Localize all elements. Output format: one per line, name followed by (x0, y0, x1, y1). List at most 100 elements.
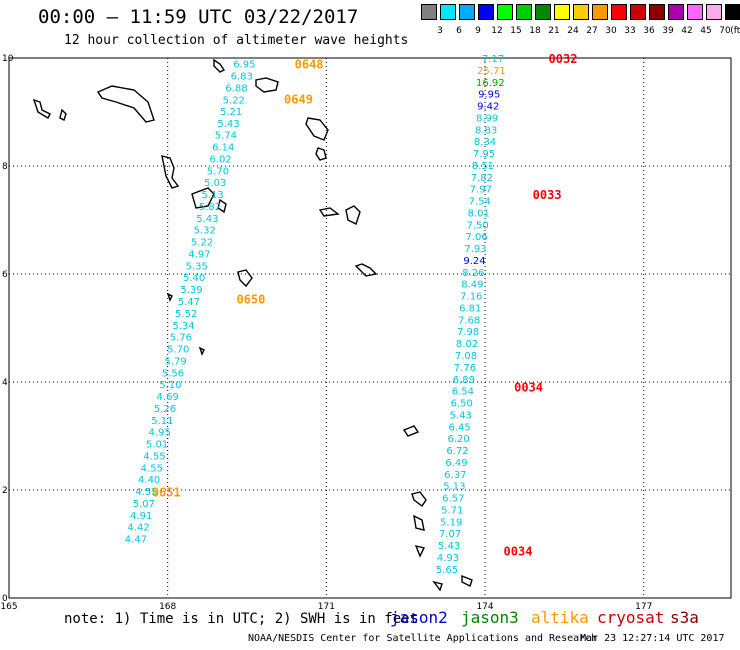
wave-height-value: 6.37 (444, 470, 466, 481)
pass-time-label: 0034 (514, 380, 543, 394)
scale-tick-label: 33 (624, 26, 636, 36)
island-outline (255, 77, 279, 93)
island-outline (432, 580, 443, 592)
wave-height-value: 7.82 (471, 173, 493, 184)
scale-swatch (421, 4, 437, 20)
wave-height-value: 8.26 (462, 268, 484, 279)
wave-height-value: 4.97 (188, 249, 210, 260)
note-text: note: 1) Time is in UTC; 2) SWH is in fe… (64, 611, 419, 627)
scale-swatch (649, 4, 665, 20)
wave-height-value: 6.88 (225, 84, 247, 95)
scale-tick-label: 70 (719, 26, 731, 36)
map-frame (8, 57, 732, 599)
wave-height-value: 4.42 (127, 523, 149, 534)
pass-time-label: 0649 (284, 93, 313, 107)
wave-height-value: 5.39 (180, 285, 202, 296)
island-outline (191, 187, 215, 209)
wave-height-points: 6.956.836.885.225.215.435.746.146.025.70… (125, 52, 578, 576)
wave-height-value: 8.34 (474, 137, 496, 148)
page-title: 00:00 — 11:59 UTC 03/22/2017 (38, 6, 359, 28)
scale-tick-label: 21 (548, 26, 560, 36)
wave-height-value: 4.55 (141, 463, 163, 474)
wave-height-value: 6.54 (452, 387, 474, 398)
wave-height-value: 5.47 (178, 297, 200, 308)
scale-tick-label: 6 (456, 26, 462, 36)
wave-height-value: 8.49 (461, 280, 483, 291)
wave-height-value: 5.01 (146, 440, 168, 451)
island-outline (161, 155, 180, 189)
timestamp: Mar 23 12:27:14 UTC 2017 (580, 633, 725, 644)
wave-height-value: 6.81 (459, 303, 481, 314)
wave-height-value: 4.47 (125, 535, 147, 546)
scale-swatch (725, 4, 740, 20)
wave-height-value: 5.07 (133, 499, 155, 510)
scale-swatch (611, 4, 627, 20)
scale-tick-label: 24 (567, 26, 579, 36)
wave-height-value: 5.79 (164, 356, 186, 367)
scale-tick-label: 15 (510, 26, 522, 36)
wave-height-value: 5.43 (450, 410, 472, 421)
scale-tick-label: 42 (681, 26, 693, 36)
wave-height-value: 5.21 (220, 107, 242, 118)
wave-height-value: 7.54 (469, 197, 491, 208)
wave-height-value: 5.56 (162, 368, 184, 379)
wave-height-value: 6.20 (447, 434, 469, 445)
pass-time-label: 0033 (533, 188, 562, 202)
wave-height-value: 4.95 (149, 428, 171, 439)
wave-height-value: 5.22 (223, 96, 245, 107)
scale-swatch (554, 4, 570, 20)
wave-height-value: 7.07 (439, 529, 461, 540)
wave-height-value: 6.14 (212, 143, 234, 154)
scale-swatch (592, 4, 608, 20)
wave-height-value: 7.06 (465, 232, 487, 243)
wave-height-value: 4.55 (143, 451, 165, 462)
wave-height-value: 5.52 (175, 309, 197, 320)
scale-tick-label: 18 (529, 26, 541, 36)
wave-height-value: 7.16 (460, 292, 482, 303)
scale-swatch (630, 4, 646, 20)
wave-height-value: 5.82 (199, 202, 221, 213)
wave-height-value: 5.65 (436, 565, 458, 576)
wave-height-value: 5.13 (443, 482, 465, 493)
satellite-legend-item: jason3 (461, 608, 519, 627)
scale-unit: (ft) (730, 26, 740, 36)
wave-height-value: 4.91 (130, 511, 152, 522)
wave-height-value: 5.34 (172, 321, 194, 332)
wave-height-value: 5.40 (183, 273, 205, 284)
wave-height-value: 5.11 (151, 416, 173, 427)
y-tick-label: 6 (2, 270, 8, 280)
wave-height-value: 16.92 (476, 78, 505, 89)
axis-ticks: 165 168 171 174 177 0 2 4 6 8 10 (0, 54, 652, 612)
wave-height-value: 5.13 (202, 190, 224, 201)
scale-swatch (687, 4, 703, 20)
wave-height-value: 7.17 (482, 54, 504, 65)
wave-height-value: 5.26 (154, 404, 176, 415)
scale-swatch (668, 4, 684, 20)
pass-time-label: 0650 (236, 292, 265, 306)
wave-height-value: 5.74 (215, 131, 237, 142)
island-outline (414, 544, 426, 558)
island-outline (166, 292, 173, 302)
scale-swatch (535, 4, 551, 20)
wave-height-value: 4.69 (157, 392, 179, 403)
x-tick-label: 171 (318, 602, 335, 612)
pass-time-label: 0034 (504, 544, 533, 558)
wave-height-value: 5.71 (441, 505, 463, 516)
wave-height-value: 9.95 (478, 90, 500, 101)
wave-height-value: 7.50 (467, 220, 489, 231)
satellite-legend-item: s3a (670, 608, 699, 627)
island-outline (461, 574, 473, 587)
scale-tick-label: 9 (475, 26, 481, 36)
wave-height-value: 5.70 (167, 345, 189, 356)
grid-lines (9, 58, 731, 598)
wave-height-value: 5.43 (196, 214, 218, 225)
scale-swatch (706, 4, 722, 20)
wave-height-value: 5.32 (194, 226, 216, 237)
wave-height-value: 5.43 (438, 541, 460, 552)
satellite-legend-item: jason2 (390, 608, 448, 627)
wave-height-value: 8.83 (475, 125, 497, 136)
x-tick-label: 168 (159, 602, 176, 612)
scale-tick-label: 45 (700, 26, 712, 36)
scale-tick-label: 12 (491, 26, 503, 36)
island-outline (198, 346, 205, 356)
